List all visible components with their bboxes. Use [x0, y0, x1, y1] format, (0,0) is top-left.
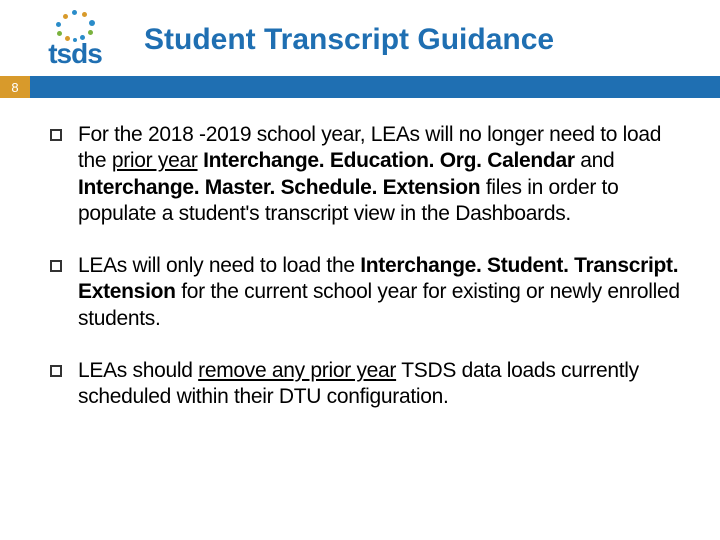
text-segment: LEAs should [78, 359, 198, 382]
logo-text: tsds [48, 38, 102, 70]
text-segment: LEAs will only need to load the [78, 254, 360, 277]
bullet-marker-icon [50, 260, 62, 272]
logo-dot [80, 35, 85, 40]
bullet-text: LEAs should remove any prior year TSDS d… [78, 358, 684, 411]
logo-dot [56, 22, 61, 27]
logo-dot [65, 36, 70, 41]
logo-dot [57, 31, 62, 36]
accent-bar-fill [30, 76, 720, 98]
logo-dot [88, 30, 93, 35]
logo-dot [63, 14, 68, 19]
logo-dot [73, 38, 77, 42]
text-segment: prior year [112, 149, 198, 172]
tsds-logo: tsds [20, 10, 130, 70]
text-segment: Interchange. Master. Schedule. Extension [78, 176, 480, 199]
logo-dot [82, 12, 87, 17]
text-segment: and [575, 149, 615, 172]
bullet-item: LEAs will only need to load the Intercha… [50, 253, 684, 332]
bullet-marker-icon [50, 129, 62, 141]
slide-content: For the 2018 -2019 school year, LEAs wil… [0, 98, 720, 456]
bullet-text: LEAs will only need to load the Intercha… [78, 253, 684, 332]
slide-title: Student Transcript Guidance [144, 23, 700, 57]
bullet-marker-icon [50, 365, 62, 377]
slide-header: tsds Student Transcript Guidance [0, 0, 720, 76]
logo-dots-graphic [52, 10, 98, 40]
page-number-badge: 8 [0, 76, 30, 98]
text-segment: remove any prior year [198, 359, 396, 382]
bullet-item: For the 2018 -2019 school year, LEAs wil… [50, 122, 684, 227]
bullet-text: For the 2018 -2019 school year, LEAs wil… [78, 122, 684, 227]
accent-bar: 8 [0, 76, 720, 98]
logo-dot [89, 20, 95, 26]
bullet-item: LEAs should remove any prior year TSDS d… [50, 358, 684, 411]
text-segment: Interchange. Education. Org. Calendar [203, 149, 575, 172]
logo-dot [72, 10, 77, 15]
